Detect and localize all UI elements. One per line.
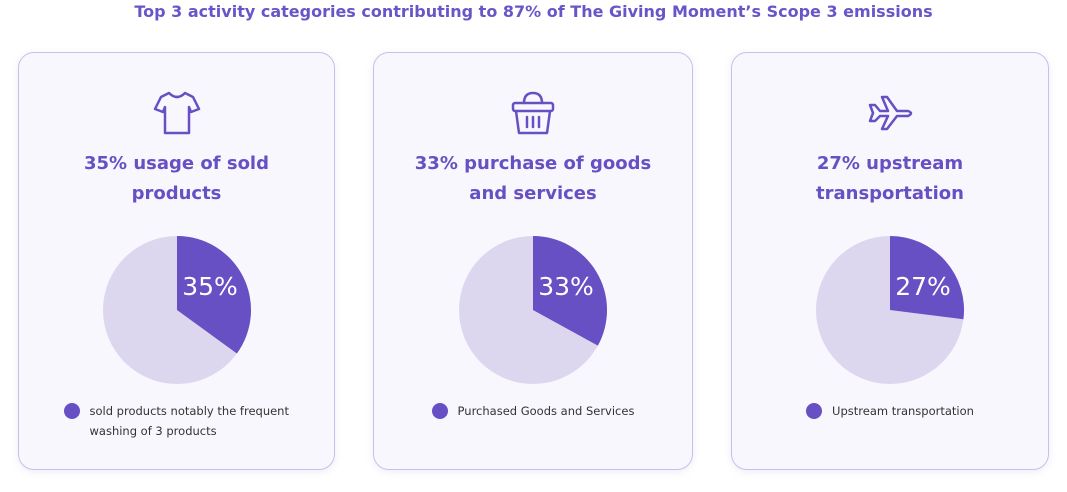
pie-slice: [533, 236, 607, 346]
legend-swatch: [63, 403, 80, 419]
pie-chart: 33%: [459, 236, 607, 384]
pie-slice: [890, 236, 964, 320]
card-heading: 33% purchase of goods and services: [414, 153, 652, 204]
basket-icon: [511, 91, 555, 135]
page-title: Top 3 activity categories contributing t…: [134, 2, 933, 21]
legend-swatch: [431, 403, 448, 419]
legend: Upstream transportation: [732, 403, 1048, 421]
pie-chart: 27%: [816, 236, 964, 384]
legend-label: sold products notably the frequent washi…: [89, 404, 289, 438]
slice-label: 35%: [182, 272, 238, 301]
legend: Purchased Goods and Services: [374, 403, 692, 421]
pie-chart: 35%: [102, 236, 251, 384]
shirt-icon: [153, 91, 200, 135]
slice-label: 33%: [538, 272, 594, 301]
pie-slice: [176, 236, 251, 354]
legend-label: Upstream transportation: [832, 404, 974, 418]
card-heading: 27% upstream transportation: [816, 153, 964, 204]
card: 35% usage of sold products 35% sold prod…: [18, 52, 335, 470]
slice-label: 27%: [895, 272, 951, 301]
plane-icon: [868, 95, 913, 131]
card: 27% upstream transportation 27% Upstream…: [731, 52, 1049, 470]
legend-label: Purchased Goods and Services: [457, 404, 635, 418]
card-heading: 35% usage of sold products: [84, 153, 269, 204]
legend-swatch: [806, 403, 823, 419]
card: 33% purchase of goods and services 33% P…: [373, 52, 693, 470]
legend: sold products notably the frequent washi…: [19, 403, 334, 441]
